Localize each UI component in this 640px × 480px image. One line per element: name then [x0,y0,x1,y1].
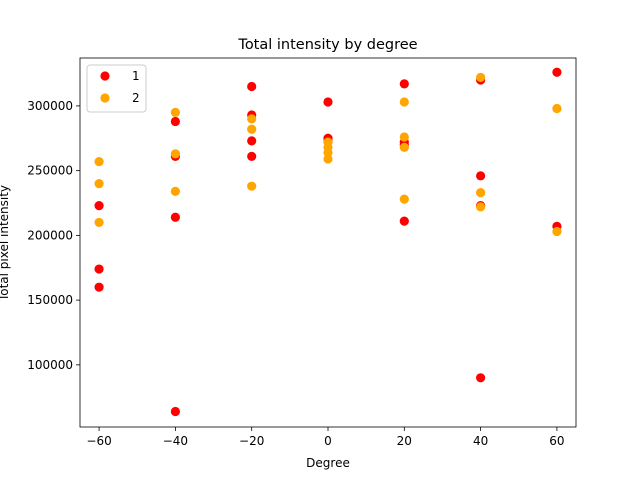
series-2-point [247,181,257,191]
series-2-point [247,114,257,124]
legend-label-2: 2 [132,91,140,105]
y-tick-label: 250000 [27,164,73,178]
y-tick-label: 300000 [27,99,73,113]
series-1-point [170,406,180,417]
series-2-point [247,124,257,134]
series-2-point [94,178,104,189]
x-tick-label: 60 [549,434,564,448]
legend-label-1: 1 [132,69,140,83]
series-2-point [399,97,409,107]
series-1-point [323,97,333,107]
series-1-point [247,81,257,92]
series-2-point [94,156,104,167]
x-axis: −60 −40 −20 0 20 40 60 [86,427,565,448]
series-2-point [552,103,562,114]
legend: 12 [86,64,147,113]
x-tick-label: 0 [324,434,332,448]
series-1-point [399,79,409,89]
series-1-point [247,151,257,161]
series-1-point [170,116,180,127]
series-2-point [399,132,409,142]
series-2-point [476,188,486,198]
series-2-point [94,217,104,228]
series-1-point [247,136,257,146]
series-1-point [476,373,486,383]
series-1-point [170,212,180,222]
y-axis: 100000 150000 200000 250000 300000 [27,99,80,372]
legend-marker-2 [100,93,110,103]
series-2-point [170,149,180,159]
series-2-point [552,226,562,237]
y-tick-label: 150000 [27,293,73,307]
series-1-point [476,171,486,181]
y-tick-label: 100000 [27,358,73,372]
x-tick-label: −20 [239,434,264,448]
series-1-point [94,264,104,274]
x-axis-label: Degree [306,456,350,470]
series-1-point [94,282,104,292]
y-tick-label: 200000 [27,228,73,242]
series-2-point [476,202,486,212]
series-2-point [399,194,409,204]
series-2-point [170,186,180,196]
data-points [94,67,562,417]
legend-marker-1 [100,71,110,81]
x-tick-label: −60 [86,434,111,448]
series-2-point [323,154,333,164]
series-1-point [399,216,409,226]
series-2-point [476,72,486,83]
series-2-point [323,147,333,158]
x-tick-label: −40 [163,434,188,448]
y-axis-label: Total pixel intensity [0,185,11,302]
series-1-point [552,67,562,77]
chart-title: Total intensity by degree [237,37,417,53]
series-2-point [399,142,409,152]
series-2-point [170,107,180,117]
x-tick-label: 40 [473,434,488,448]
series-1-point [94,201,104,211]
x-tick-label: 20 [397,434,412,448]
